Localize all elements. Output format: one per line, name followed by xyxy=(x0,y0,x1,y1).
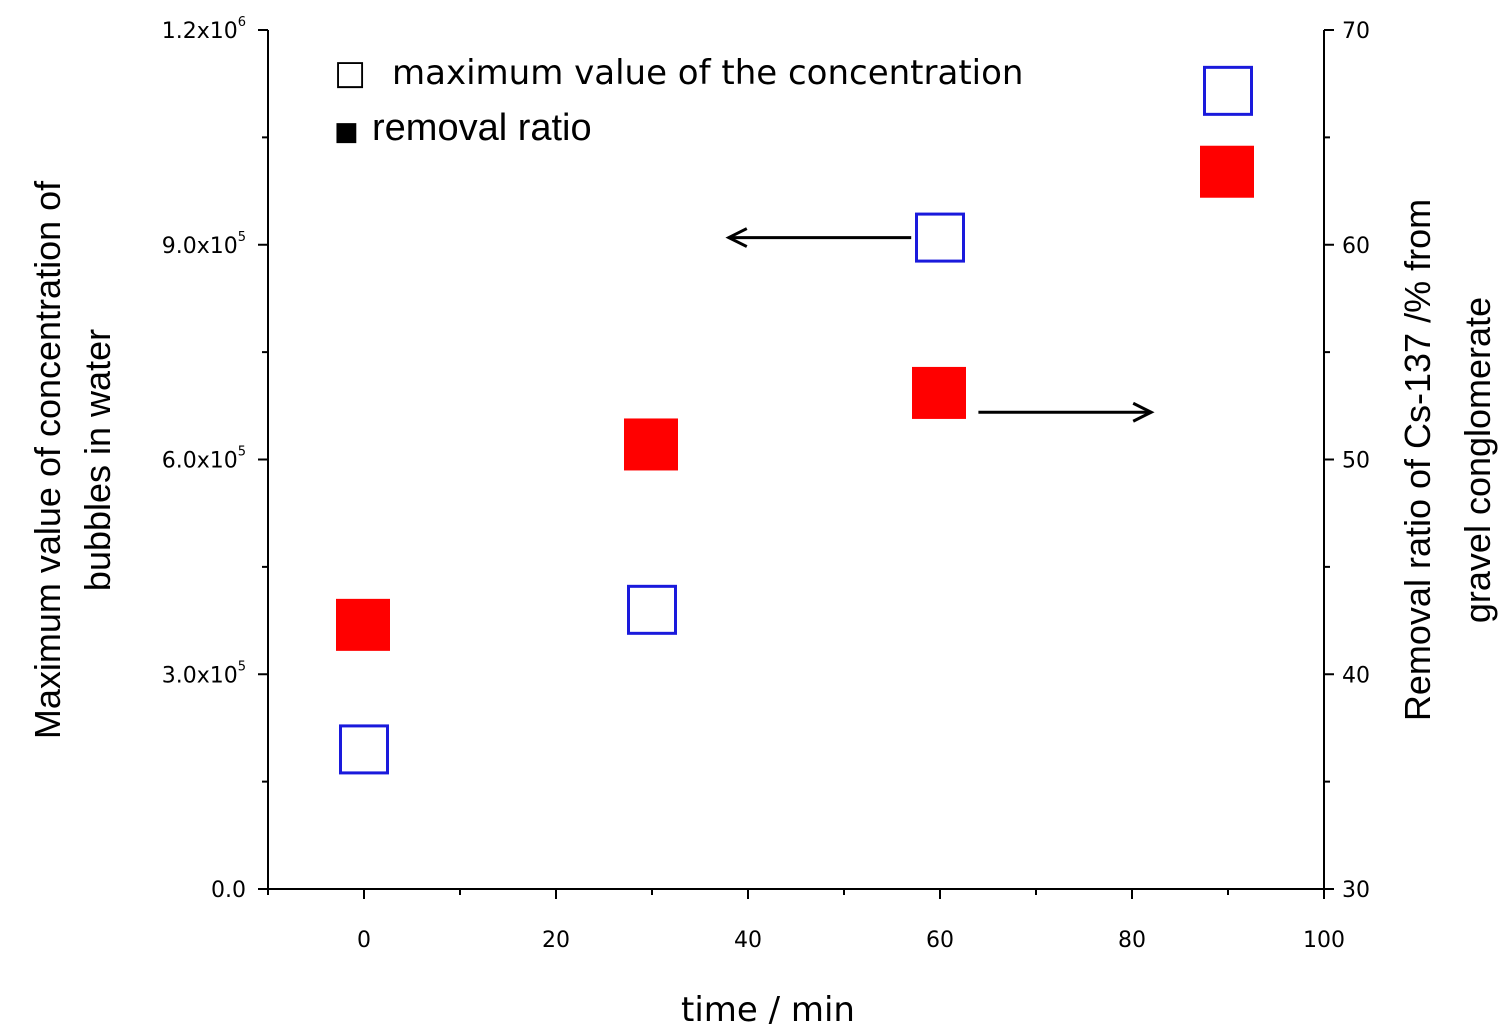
y-left-tick-label: 6.0x105 xyxy=(162,445,246,474)
y-right-tick-label: 40 xyxy=(1342,663,1370,688)
arrow-head xyxy=(725,227,748,248)
x-tick-label: 40 xyxy=(734,928,762,953)
ticks: 0 20 40 60 80 100 0.0 3.0x105 6.0x105 9.0x105 1.2x… xyxy=(162,15,1370,953)
concentration-point xyxy=(1203,65,1253,116)
removal-ratio-point xyxy=(912,366,966,419)
y-right-tick-label: 30 xyxy=(1342,878,1370,903)
x-tick-label: 80 xyxy=(1118,928,1146,953)
y-axis-left-title: Maximum value of concentration of bubble… xyxy=(27,180,118,739)
removal-ratio-point xyxy=(624,418,678,471)
y-left-tick-label: 9.0x105 xyxy=(162,230,246,259)
legend-label-concentration: maximum value of the concentration xyxy=(392,53,1023,93)
x-axis-title: time / min xyxy=(681,990,855,1030)
y-right-tick-label: 70 xyxy=(1342,19,1370,44)
y-right-tick-label: 60 xyxy=(1342,234,1370,259)
x-tick-label: 60 xyxy=(926,928,954,953)
arrow-left xyxy=(725,227,912,248)
y-axis-right-title-line1: Removal ratio of Cs-137 /% from xyxy=(1397,199,1438,721)
y-right-tick-label: 50 xyxy=(1342,449,1370,474)
x-tick-label: 0 xyxy=(357,928,371,953)
removal-ratio-point xyxy=(1200,145,1254,198)
y-left-tick-label: 3.0x105 xyxy=(162,659,246,688)
concentration-point xyxy=(915,212,965,263)
arrow-head xyxy=(1132,401,1155,423)
annotation-arrows xyxy=(725,227,1155,423)
legend-symbol-filled: ■ xyxy=(334,117,359,147)
y-left-tick-label: 1.2x106 xyxy=(162,15,246,44)
removal-ratio-point xyxy=(336,598,390,651)
legend-symbol-open: □ xyxy=(334,53,366,93)
arrow-right xyxy=(978,401,1155,423)
legend: □ maximum value of the concentration ■ r… xyxy=(334,53,1023,149)
y-axis-left-title-line1: Maximum value of concentration of xyxy=(27,180,68,739)
y-axis-right-title-line2: gravel conglomerate xyxy=(1457,297,1498,623)
y-left-tick-label: 0.0 xyxy=(211,878,246,903)
x-tick-label: 100 xyxy=(1303,928,1345,953)
concentration-point xyxy=(339,724,389,775)
y-axis-left-title-line2: bubbles in water xyxy=(77,329,118,591)
concentration-point xyxy=(627,584,677,635)
y-axis-right-title: Removal ratio of Cs-137 /% from gravel c… xyxy=(1397,199,1498,721)
x-tick-label: 20 xyxy=(542,928,570,953)
data-marks xyxy=(336,65,1254,775)
axes xyxy=(267,30,1325,890)
legend-label-removal: removal ratio xyxy=(372,107,592,149)
